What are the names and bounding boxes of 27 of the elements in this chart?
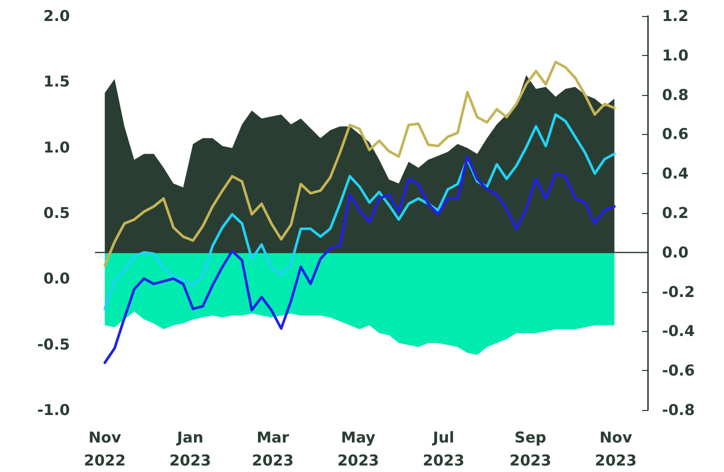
x-tick-label: Mar 2023 — [252, 428, 294, 470]
x-tick-label: Jul 2023 — [422, 428, 464, 470]
y2-tick-label: -0.2 — [662, 282, 695, 301]
y2-tick-label: 0.4 — [662, 164, 689, 183]
y2-tick-label: -0.6 — [662, 362, 695, 380]
y2-tick-label: 0.6 — [662, 125, 689, 144]
x-tick-label: May 2023 — [337, 428, 380, 470]
y2-tick-label: -0.4 — [662, 322, 695, 340]
y-tick-label: 0.0 — [43, 270, 70, 288]
y-tick-label: 0.5 — [43, 204, 70, 222]
y2-tick-label: 0.0 — [662, 243, 689, 262]
line-series — [104, 155, 616, 364]
y-tick-label: -0.5 — [37, 335, 70, 354]
x-tick-label: Nov 2022 — [84, 428, 126, 470]
y2-tick-label: 1.2 — [662, 7, 689, 25]
y-tick-label: -1.0 — [37, 401, 70, 419]
x-tick-label: Nov 2023 — [594, 428, 637, 470]
line-series — [104, 113, 616, 310]
y-tick-label: 2.0 — [43, 7, 70, 25]
x-tick-label: Sep 2023 — [510, 428, 552, 470]
y2-tick-label: 0.2 — [662, 204, 689, 222]
x-tick-label: Jan 2023 — [169, 428, 212, 470]
y2-tick-label: -0.8 — [662, 401, 695, 419]
y-tick-label: 1.5 — [43, 72, 70, 91]
y2-tick-label: 1.0 — [662, 46, 689, 64]
y-tick-label: 1.0 — [43, 138, 70, 156]
y2-tick-label: 0.8 — [662, 86, 689, 104]
